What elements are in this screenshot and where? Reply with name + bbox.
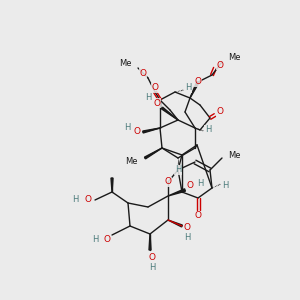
Text: O: O <box>184 224 190 232</box>
Text: O: O <box>154 98 160 107</box>
Text: O: O <box>148 253 155 262</box>
Text: O: O <box>103 236 110 244</box>
Text: O: O <box>217 61 224 70</box>
Text: O: O <box>134 127 140 136</box>
Text: Me: Me <box>228 151 241 160</box>
Text: H: H <box>184 232 190 242</box>
Polygon shape <box>190 81 199 98</box>
Polygon shape <box>168 189 185 196</box>
Text: O: O <box>187 182 194 190</box>
Polygon shape <box>149 234 151 250</box>
Text: O: O <box>194 212 202 220</box>
Polygon shape <box>161 107 178 120</box>
Polygon shape <box>145 148 162 159</box>
Text: O: O <box>152 83 158 92</box>
Text: H: H <box>72 196 78 205</box>
Text: H: H <box>145 94 151 103</box>
Polygon shape <box>143 128 160 133</box>
Polygon shape <box>111 178 113 192</box>
Text: O: O <box>164 178 172 187</box>
Polygon shape <box>168 220 182 227</box>
Text: H: H <box>175 166 181 175</box>
Text: O: O <box>85 196 92 205</box>
Text: O: O <box>217 107 224 116</box>
Text: Me: Me <box>228 53 241 62</box>
Text: O: O <box>140 68 146 77</box>
Text: H: H <box>205 125 211 134</box>
Text: Me: Me <box>125 158 138 166</box>
Text: O: O <box>194 77 202 86</box>
Text: H: H <box>222 182 228 190</box>
Text: H: H <box>185 83 191 92</box>
Text: H: H <box>149 262 155 272</box>
Text: Me: Me <box>119 59 132 68</box>
Text: H: H <box>197 178 203 188</box>
Text: H: H <box>92 236 98 244</box>
Text: H: H <box>124 124 130 133</box>
